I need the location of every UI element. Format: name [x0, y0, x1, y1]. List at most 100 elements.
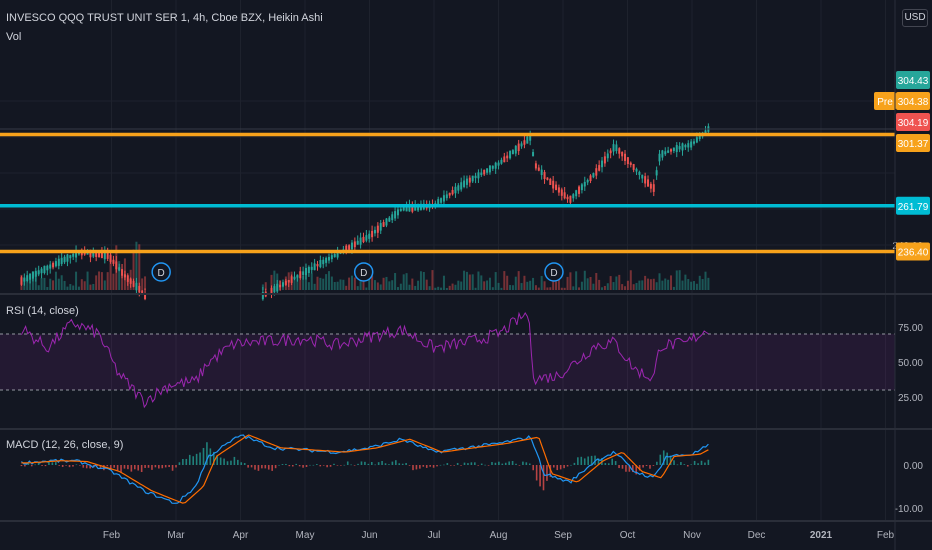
macd-histogram-bar	[515, 463, 517, 465]
volume-bar	[601, 287, 604, 290]
price-axis[interactable]: 320.00240.0075.0050.0025.000.00-10.00304…	[874, 71, 930, 515]
macd-histogram-bar	[233, 456, 236, 465]
macd-histogram-bar	[511, 461, 514, 465]
candle	[471, 175, 474, 182]
macd-histogram-bar	[625, 465, 627, 472]
horizontal-lines[interactable]	[0, 128, 895, 254]
candle	[580, 184, 583, 191]
macd-histogram-bar	[185, 458, 188, 465]
volume-bar	[583, 270, 586, 290]
time-label: Mar	[167, 530, 185, 541]
candle	[66, 254, 69, 262]
time-axis[interactable]: Feb Mar Apr May Jun Jul Aug Sep Oct Nov Dec 2021 Feb…	[103, 530, 932, 541]
candle	[618, 148, 621, 154]
candle	[537, 167, 540, 171]
macd-histogram-bar	[230, 460, 232, 465]
volume-bar	[506, 275, 509, 290]
candle	[322, 259, 325, 265]
volume-bar	[385, 276, 388, 290]
volume-bar	[106, 272, 109, 290]
candle	[586, 179, 589, 183]
volume-bar	[307, 282, 310, 290]
volume-bar	[534, 285, 537, 290]
macd-histogram-bar	[580, 456, 583, 465]
time-label: Jun	[361, 530, 377, 541]
macd-histogram-bar	[151, 465, 153, 470]
volume-bar	[373, 280, 376, 290]
macd-histogram-bar	[621, 465, 624, 469]
volume-bar	[540, 275, 543, 290]
macd-histogram-bar	[419, 465, 421, 469]
time-label: Nov	[683, 530, 701, 541]
macd-histogram-bar	[425, 465, 428, 468]
macd-histogram-bar	[556, 465, 559, 471]
macd-histogram-bar	[635, 465, 638, 475]
macd-histogram-bar	[384, 463, 387, 465]
macd-histogram-bar	[295, 463, 298, 465]
macd-histogram-bar	[542, 465, 545, 491]
volume-bar	[63, 280, 66, 290]
macd-histogram-bar	[360, 461, 363, 465]
candle	[98, 252, 101, 258]
candle	[649, 183, 652, 189]
volume-bar	[356, 286, 359, 290]
volume-bar	[465, 271, 468, 290]
candle	[63, 256, 66, 263]
macd-histogram-bar	[271, 465, 273, 471]
volume-bar	[425, 279, 428, 290]
macd-histogram-bar	[281, 464, 284, 465]
volume-bar	[454, 284, 457, 290]
candle	[325, 257, 328, 263]
candle	[293, 276, 296, 280]
macd-histogram-bar	[374, 464, 377, 466]
macd-histogram-bar	[391, 461, 394, 465]
macd-histogram-bar	[27, 463, 30, 465]
volume-bar	[80, 279, 83, 290]
macd-histogram-bar	[144, 465, 146, 468]
macd-histogram-bar	[137, 465, 140, 471]
volume-bar	[399, 283, 402, 290]
volume-bar	[112, 273, 115, 290]
candle	[281, 282, 284, 287]
candle	[29, 273, 32, 280]
macd-histogram-bar	[61, 465, 64, 467]
price-label-box	[896, 134, 930, 152]
candle	[26, 275, 29, 282]
volume-bar	[488, 277, 491, 290]
volume-bar	[520, 283, 523, 290]
rsi-tick: 75.00	[898, 323, 923, 334]
time-label: Feb	[877, 530, 895, 541]
currency-button[interactable]: USD	[902, 9, 928, 27]
macd-histogram-bar	[212, 451, 215, 465]
candle	[603, 156, 606, 164]
volume-bar	[575, 271, 578, 290]
macd-histogram-bar	[494, 462, 497, 465]
volume-bar	[118, 261, 121, 290]
candle	[690, 141, 693, 148]
macd-histogram-bar	[590, 455, 593, 465]
volume-bar	[629, 270, 632, 290]
volume-bar	[121, 274, 124, 290]
candle	[290, 276, 293, 283]
volume-bar	[43, 277, 46, 290]
candle	[589, 175, 592, 181]
macd-histogram-bar	[662, 450, 665, 465]
volume-bar	[609, 276, 612, 290]
volume-bar	[40, 277, 43, 290]
volume-bar	[296, 274, 299, 290]
volume-bar	[549, 287, 552, 290]
time-label: Feb	[103, 530, 121, 541]
candle	[483, 169, 486, 175]
macd-histogram-bar	[645, 465, 648, 467]
candle	[348, 245, 351, 250]
candle	[555, 184, 558, 190]
macd-histogram-bar	[147, 465, 150, 468]
candle	[641, 174, 644, 179]
volume-bar	[132, 249, 135, 290]
volume-bar	[310, 273, 313, 290]
macd-histogram-bar	[381, 460, 383, 465]
volume-bar	[52, 280, 55, 290]
